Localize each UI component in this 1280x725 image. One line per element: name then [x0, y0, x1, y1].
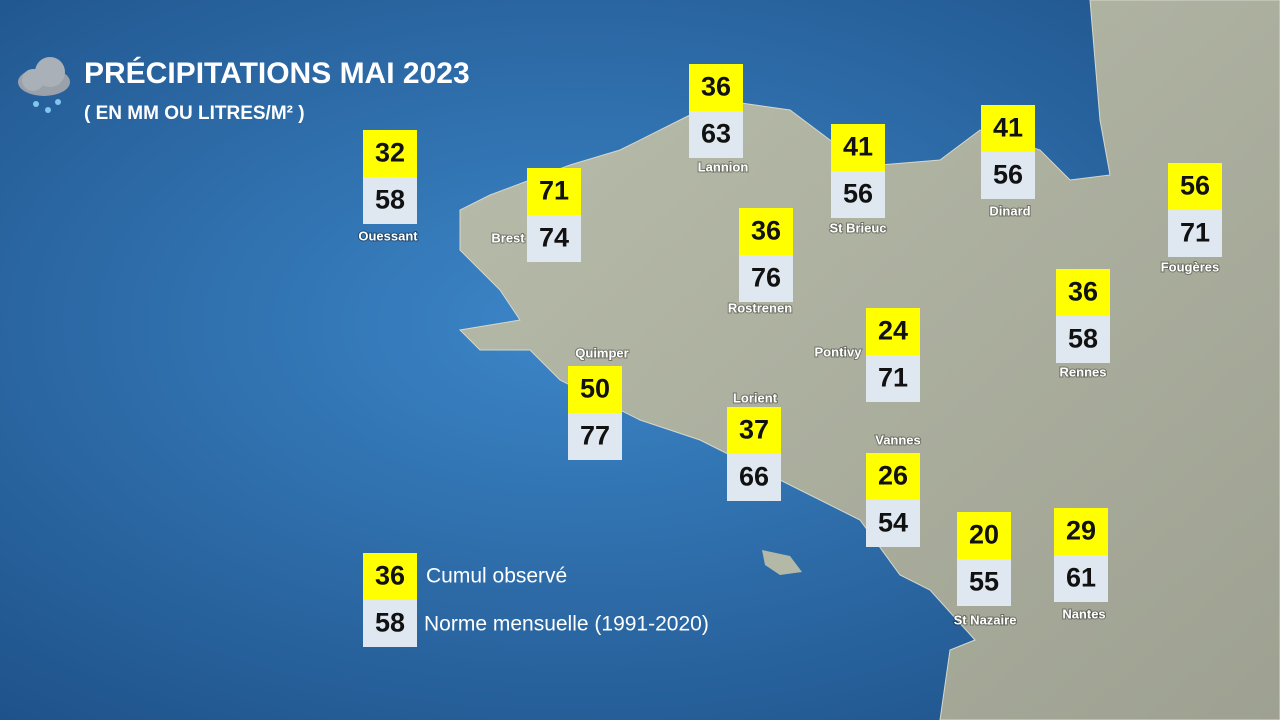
station-name: Pontivy [815, 344, 863, 359]
normal-value: 56 [993, 160, 1023, 190]
station-name: Nantes [1062, 606, 1105, 621]
normal-box [1054, 555, 1108, 602]
observed-value: 20 [969, 520, 999, 550]
observed-value: 36 [375, 561, 405, 591]
station-name: St Nazaire [954, 612, 1017, 627]
normal-value: 77 [580, 421, 610, 451]
observed-value: 32 [375, 138, 405, 168]
normal-value: 58 [375, 185, 405, 215]
normal-value: 74 [539, 223, 569, 253]
observed-value: 37 [739, 415, 769, 445]
observed-value: 41 [993, 113, 1023, 143]
observed-box [739, 208, 793, 255]
observed-box [689, 64, 743, 111]
title: PRÉCIPITATIONS MAI 2023 [84, 56, 470, 90]
island [762, 550, 802, 575]
normal-box [957, 559, 1011, 606]
observed-box [866, 308, 920, 355]
observed-value: 24 [878, 316, 908, 346]
observed-value: 26 [878, 461, 908, 491]
normal-value: 61 [1066, 563, 1096, 593]
station-name: Vannes [875, 432, 921, 447]
normal-value: 71 [1180, 218, 1210, 248]
normal-value: 76 [751, 263, 781, 293]
observed-value: 36 [1068, 277, 1098, 307]
normal-value: 54 [878, 508, 908, 538]
observed-box [1168, 163, 1222, 210]
observed-box [1054, 508, 1108, 555]
station-name: Rennes [1060, 364, 1107, 379]
station-name: Lannion [698, 159, 749, 174]
station-name: Fougères [1161, 259, 1220, 274]
observed-box [957, 512, 1011, 559]
normal-box [866, 500, 920, 547]
station-name: Lorient [733, 390, 778, 405]
normal-box [689, 111, 743, 158]
normal-box [981, 152, 1035, 199]
normal-box [831, 171, 885, 218]
observed-value: 50 [580, 374, 610, 404]
normal-value: 63 [701, 119, 731, 149]
observed-value: 36 [751, 216, 781, 246]
station-name: Brest [491, 230, 525, 245]
weather-icon [18, 57, 70, 113]
station-name: Dinard [989, 203, 1030, 218]
observed-box [981, 105, 1035, 152]
normal-value: 58 [1068, 324, 1098, 354]
observed-box [363, 130, 417, 177]
legend-label: Norme mensuelle (1991-2020) [424, 613, 709, 636]
subtitle: ( EN MM OU LITRES/M² ) [84, 103, 305, 124]
observed-box [1056, 269, 1110, 316]
normal-box [363, 600, 417, 647]
observed-box [831, 124, 885, 171]
normal-value: 66 [739, 462, 769, 492]
normal-value: 71 [878, 363, 908, 393]
normal-value: 58 [375, 608, 405, 638]
observed-value: 71 [539, 176, 569, 206]
normal-box [727, 454, 781, 501]
normal-box [1168, 210, 1222, 257]
normal-box [1056, 316, 1110, 363]
legend-label: Cumul observé [426, 565, 567, 588]
observed-value: 56 [1180, 171, 1210, 201]
observed-box [727, 407, 781, 454]
station-name: St Brieuc [829, 220, 886, 235]
normal-box [363, 177, 417, 224]
station-name: Rostrenen [728, 300, 792, 315]
normal-box [568, 413, 622, 460]
observed-value: 41 [843, 132, 873, 162]
normal-value: 55 [969, 567, 999, 597]
normal-box [739, 255, 793, 302]
observed-value: 36 [701, 72, 731, 102]
normal-box [527, 215, 581, 262]
observed-box [527, 168, 581, 215]
normal-box [866, 355, 920, 402]
observed-box [866, 453, 920, 500]
observed-box [568, 366, 622, 413]
station-name: Ouessant [358, 228, 418, 243]
observed-value: 29 [1066, 516, 1096, 546]
station-name: Quimper [575, 345, 628, 360]
normal-value: 56 [843, 179, 873, 209]
observed-box [363, 553, 417, 600]
